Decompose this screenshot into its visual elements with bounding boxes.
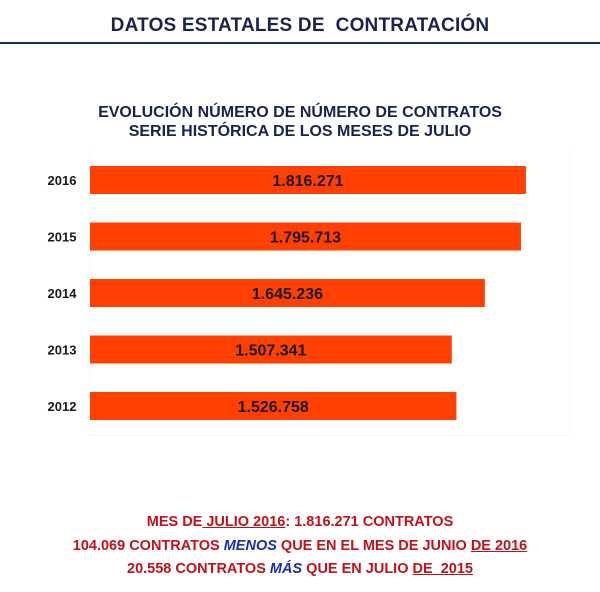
page-title: DATOS ESTATALES DE CONTRATACIÓN [110,15,490,36]
summary-emphasis: MENOS [223,537,277,554]
summary-text: 104.069 CONTRATOS [72,537,224,554]
summary-line-1: MES DE JULIO 2016: 1.816.271 CONTRATOS [0,511,600,535]
category-label-2013: 2013 [48,343,77,358]
category-label-2016: 2016 [48,173,77,188]
bar-2016 [90,166,526,194]
summary-text: QUE EN EL MES DE JUNIO [276,537,471,554]
value-label-2014: 1.645.236 [252,286,323,303]
summary-line-2: 104.069 CONTRATOS MENOS QUE EN EL MES DE… [0,535,600,559]
value-label-2012: 1.526.758 [238,399,309,416]
value-label-2016: 1.816.271 [272,173,343,190]
category-label-2015: 2015 [48,230,77,245]
summary-emphasis: MÁS [269,561,303,577]
bar-2015 [90,222,521,251]
summary-year: DE 2015 [412,561,473,577]
bars-layer [90,166,526,420]
summary-text: QUE EN JULIO [302,561,413,577]
plot-area-frame [89,150,571,436]
summary-text: 20.558 CONTRATOS [127,561,270,577]
category-label-2012: 2012 [48,399,77,414]
summary-year: DE 2016 [470,537,528,554]
category-label-2014: 2014 [48,286,78,301]
labels-layer: 2016 1.816.271 2015 1.795.713 2014 1.645.236 2… [48,173,344,416]
bar-2014 [90,279,485,307]
summary-footer: MES DE JULIO 2016: 1.816.271 CONTRATOS 1… [0,511,600,582]
bar-chart: 2016 1.816.271 2015 1.795.713 2014 1.645.236 2… [48,150,571,436]
value-label-2015: 1.795.713 [270,230,341,247]
chart-title-line-1: EVOLUCIÓN NÚMERO DE NÚMERO DE CONTRATOS [98,104,502,121]
chart-title: EVOLUCIÓN NÚMERO DE NÚMERO DE CONTRATOS … [0,103,600,141]
bar-2012 [90,392,457,420]
summary-line-3: 20.558 CONTRATOS MÁS QUE EN JULIO DE 201… [0,558,600,582]
bar-2013 [90,335,452,364]
page-header: DATOS ESTATALES DE CONTRATACIÓN [0,0,600,44]
summary-text: MES DE [146,514,203,530]
summary-text: : 1.816.271 CONTRATOS [285,514,454,530]
value-label-2013: 1.507.341 [235,343,306,360]
summary-month-link: JULIO 2016 [202,514,286,530]
chart-title-line-2: SERIE HISTÓRICA DE LOS MESES DE JULIO [128,123,472,140]
